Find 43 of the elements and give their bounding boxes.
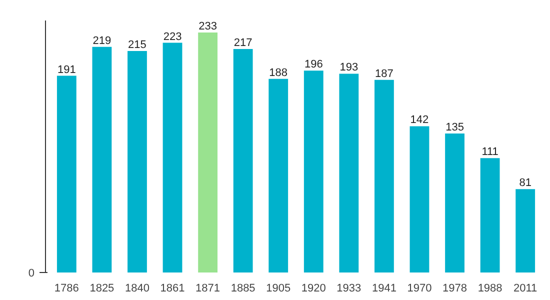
x-tick-label: 1840 [124,282,150,294]
data-label: 135 [446,121,464,134]
data-label: 196 [304,58,323,71]
x-tick-label: 1988 [478,282,502,294]
bar [480,158,500,272]
x-tick-label: 1885 [230,282,256,294]
x-tick-label: 1871 [196,282,220,294]
bar [374,80,394,272]
bar [339,74,359,272]
x-tick-label: 1978 [442,282,468,294]
data-label: 223 [163,30,182,43]
data-label: 81 [519,177,532,190]
x-tick-label: 1786 [54,282,79,294]
data-label: 187 [375,68,394,80]
text: 0 [28,268,35,280]
bar [268,78,288,272]
bar [56,76,76,272]
x-tick-label: 1861 [160,282,185,294]
x-tick-label: 2011 [514,282,538,294]
data-label: 142 [410,114,429,126]
bar [445,133,464,272]
data-label: 233 [198,20,217,32]
bar [410,126,430,272]
bar [304,70,324,272]
bar [128,51,147,272]
x-tick-label: 1920 [301,282,326,294]
bar [198,32,218,272]
data-label: 191 [57,64,76,76]
bar [516,189,536,272]
x-tick-label: 1970 [407,282,432,294]
bar [233,48,253,272]
data-label: 215 [128,39,146,52]
x-tick-label: 1905 [266,282,291,294]
x-tick-label: 1825 [90,282,114,294]
data-label: 111 [482,146,498,158]
x-tick-label: 1933 [336,282,362,294]
x-tick-label: 1941 [372,282,396,294]
data-label: 217 [234,36,252,49]
data-label: 219 [92,34,112,47]
bar [92,46,112,272]
bar [162,42,182,272]
data-label: 193 [340,62,358,74]
data-label: 188 [269,66,288,79]
